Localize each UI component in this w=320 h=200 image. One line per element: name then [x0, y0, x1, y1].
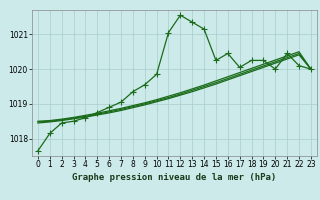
X-axis label: Graphe pression niveau de la mer (hPa): Graphe pression niveau de la mer (hPa)	[72, 173, 276, 182]
